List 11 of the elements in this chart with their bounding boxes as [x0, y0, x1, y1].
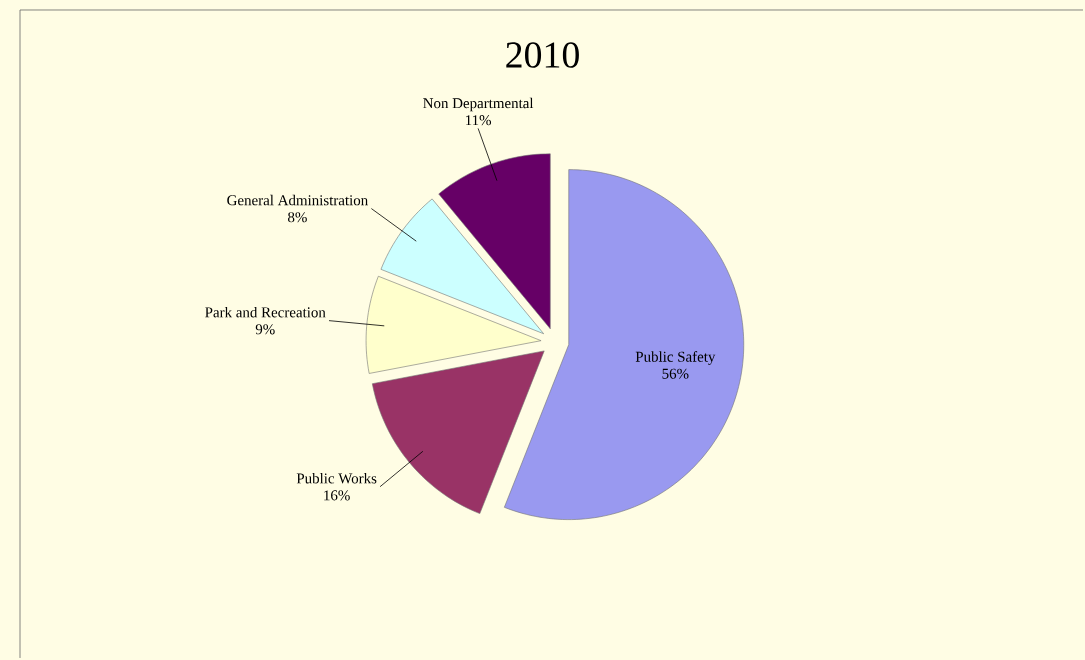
- slice-label: Non Departmental: [423, 97, 534, 112]
- data-label: 9%: [255, 324, 275, 335]
- data-label: 11%: [466, 115, 492, 126]
- data-label: 56%: [662, 368, 689, 379]
- slice-label: General Administration: [227, 194, 368, 206]
- slice-label: Public Safety: [635, 351, 716, 365]
- data-label: 8%: [288, 212, 307, 223]
- slice-label: Park and Recreation: [205, 306, 326, 318]
- data-label: 16%: [324, 490, 350, 501]
- chart-title: 2010: [506, 42, 579, 68]
- slice-label: Public Works: [296, 472, 377, 484]
